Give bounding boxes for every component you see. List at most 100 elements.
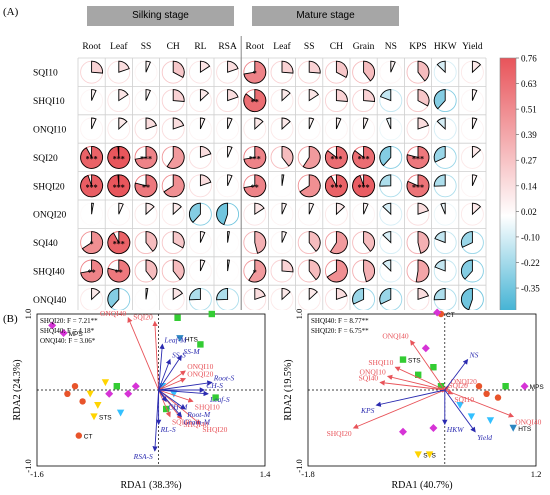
explanatory-label: ONQI40 bbox=[515, 418, 541, 427]
explanatory-label: SQI10 bbox=[454, 395, 474, 404]
sample-point bbox=[437, 383, 445, 390]
explanatory-label: SQI20 bbox=[133, 313, 153, 322]
significance-mark: *** bbox=[140, 154, 152, 163]
significance-mark: *** bbox=[86, 154, 98, 163]
correlation-pie bbox=[172, 117, 185, 130]
correlation-pie bbox=[281, 259, 294, 273]
correlation-pie bbox=[91, 117, 97, 130]
column-header: SS bbox=[141, 42, 152, 52]
colorbar-tick-label: -0.10 bbox=[521, 232, 540, 242]
correlation-pie bbox=[188, 287, 201, 301]
correlation-pie bbox=[107, 174, 131, 198]
response-label: RL-S bbox=[160, 425, 176, 434]
correlation-heatmap: Root Leaf SS CH RL RSA Root Leaf SS CH Grain NS KPS H… bbox=[33, 36, 540, 310]
explanatory-label: ONQI20 bbox=[451, 377, 477, 386]
significance-mark: *** bbox=[412, 183, 424, 192]
response-label: HKW bbox=[446, 425, 464, 434]
y-tick-label: 1.0 bbox=[23, 309, 33, 320]
correlation-pie bbox=[107, 231, 131, 255]
correlation-pie bbox=[471, 60, 482, 74]
correlation-pie bbox=[281, 60, 294, 74]
sample-label: MPS bbox=[530, 384, 545, 391]
correlation-pie bbox=[216, 202, 229, 226]
significance-mark: ** bbox=[251, 183, 259, 192]
correlation-pie bbox=[145, 231, 158, 252]
significance-mark: *** bbox=[358, 154, 370, 163]
sample-point bbox=[94, 402, 102, 409]
correlation-pie bbox=[379, 174, 392, 187]
correlation-pie bbox=[172, 89, 185, 102]
colorbar-tick-label: -0.35 bbox=[521, 284, 540, 294]
column-header: Grain bbox=[353, 42, 375, 52]
explanatory-label: SQI40 bbox=[172, 418, 192, 427]
column-header: Yield bbox=[462, 42, 483, 52]
correlation-pie bbox=[436, 117, 446, 131]
significance-mark: *** bbox=[113, 154, 125, 163]
colorbar-tick-label: 0.51 bbox=[521, 105, 537, 115]
correlation-pie bbox=[433, 89, 446, 110]
significance-mark: ** bbox=[142, 183, 150, 192]
explanatory-label: SHQI20 bbox=[327, 429, 352, 438]
x-tick-label: 1.4 bbox=[260, 469, 271, 479]
correlation-pie bbox=[308, 202, 315, 215]
stat-text: ONQI40: F = 3.06* bbox=[40, 337, 96, 345]
response-label: KPS bbox=[360, 406, 375, 415]
correlation-pie bbox=[436, 60, 446, 74]
correlation-pie bbox=[81, 231, 103, 255]
explanatory-arrow bbox=[394, 366, 445, 391]
correlation-pie bbox=[107, 145, 131, 169]
explanatory-arrow bbox=[379, 380, 445, 391]
explanatory-arrow bbox=[152, 320, 160, 391]
sample-point bbox=[421, 344, 430, 353]
sample-point bbox=[399, 427, 407, 436]
response-arrow bbox=[158, 389, 186, 410]
sample-point bbox=[90, 413, 98, 421]
correlation-pie bbox=[406, 174, 430, 198]
response-arrow bbox=[158, 343, 165, 391]
correlation-pie bbox=[335, 117, 342, 130]
sample-point bbox=[208, 310, 215, 318]
correlation-pie bbox=[145, 89, 152, 101]
sample-point bbox=[86, 390, 94, 398]
correlation-pie bbox=[80, 259, 103, 283]
correlation-pie bbox=[118, 117, 128, 131]
correlation-pie bbox=[324, 145, 348, 169]
explanatory-arrow bbox=[444, 389, 515, 418]
correlation-pie bbox=[382, 259, 392, 273]
sample-point bbox=[212, 394, 219, 401]
correlation-pie bbox=[227, 60, 239, 73]
sample-point bbox=[170, 390, 178, 398]
correlation-pie bbox=[433, 287, 446, 301]
x-tick-label: -1.6 bbox=[30, 469, 43, 479]
column-header: KPS bbox=[409, 42, 426, 52]
x-tick-label: -1.8 bbox=[301, 469, 314, 479]
correlation-pie bbox=[145, 202, 155, 216]
correlation-pie bbox=[460, 287, 473, 310]
row-header: SQI10 bbox=[33, 69, 58, 79]
correlation-pie bbox=[172, 60, 185, 79]
y-tick-label: -1.0 bbox=[294, 459, 304, 472]
correlation-pie bbox=[417, 60, 430, 82]
x-axis-title: RDA1 (38.3%) bbox=[120, 480, 181, 491]
sample-point bbox=[399, 356, 407, 363]
correlation-pie bbox=[471, 174, 478, 186]
explanatory-label: SHQI20 bbox=[202, 425, 227, 434]
response-arrow bbox=[375, 389, 445, 407]
correlation-pie bbox=[145, 60, 152, 73]
correlation-pie bbox=[352, 287, 365, 305]
correlation-pie bbox=[471, 117, 478, 130]
significance-mark: * bbox=[253, 69, 257, 78]
correlation-pie bbox=[417, 202, 429, 215]
sample-point bbox=[75, 432, 83, 439]
correlation-pie bbox=[80, 174, 104, 198]
correlation-pie bbox=[91, 60, 104, 74]
column-header: Leaf bbox=[110, 41, 128, 52]
panel-a-label: (A) bbox=[3, 6, 19, 18]
correlation-pie bbox=[281, 89, 291, 102]
column-header: Root bbox=[82, 42, 101, 52]
sample-point bbox=[486, 417, 495, 425]
correlation-pie bbox=[227, 231, 230, 243]
explanatory-arrow bbox=[352, 389, 445, 429]
sample-point bbox=[483, 390, 490, 397]
